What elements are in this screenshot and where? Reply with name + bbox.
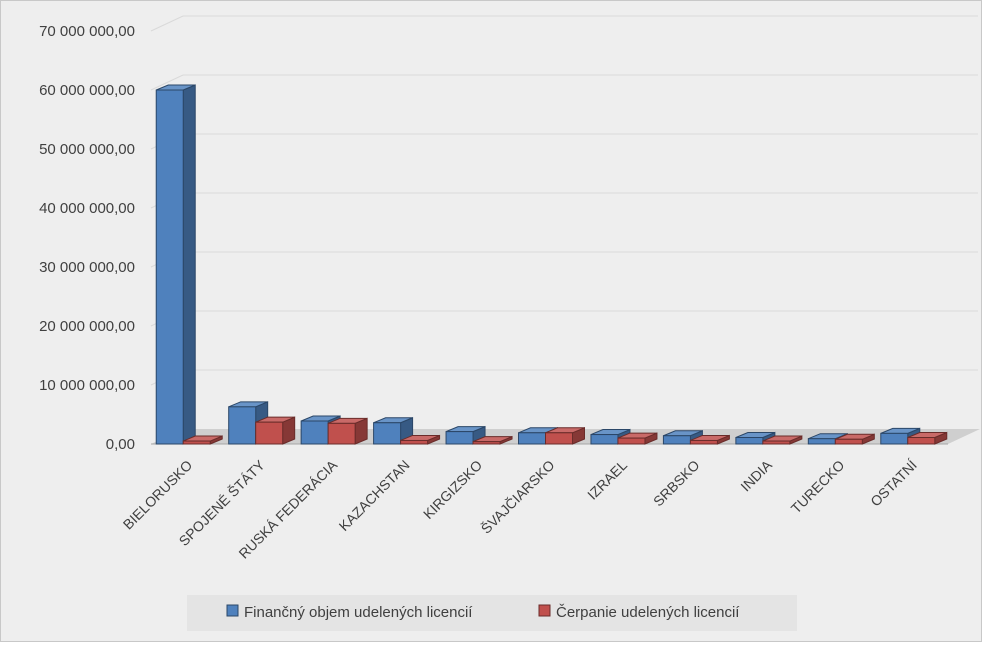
y-tick-label: 30 000 000,00 (39, 259, 135, 276)
gridline (150, 310, 978, 327)
bar-front (617, 437, 646, 445)
x-category-label: INDIA (737, 456, 775, 494)
bar-1-9 (834, 433, 875, 445)
legend-label-0: Finančný objem udelených licencií (244, 604, 473, 621)
gridline (150, 369, 978, 386)
bar-1-0 (182, 435, 223, 445)
x-category-label: ŠVAJČIARSKO (478, 457, 558, 537)
x-category-label: SRBSKO (650, 457, 703, 510)
x-category-label: KIRGIZSKO (420, 457, 485, 522)
bar-front (834, 438, 863, 445)
y-tick-label: 70 000 000,00 (39, 23, 135, 40)
bars (155, 84, 948, 445)
bar-front (735, 437, 764, 445)
y-axis-ticks: 0,00 10 000 000,00 20 000 000,00 30 000 000… (39, 23, 135, 453)
bar-front (880, 432, 909, 445)
bar-1-4 (472, 435, 513, 445)
x-category-label: KAZACHSTAN (336, 457, 413, 534)
x-category-label: BIELORUSKO (120, 457, 196, 533)
x-category-label: TURECKO (788, 457, 848, 517)
bar-front (182, 440, 211, 445)
legend-swatch-1 (538, 604, 551, 617)
bar-1-1 (255, 416, 296, 445)
bar-front (472, 441, 501, 445)
bar-front (662, 435, 691, 445)
bar-0-0 (155, 84, 196, 445)
y-tick-label: 40 000 000,00 (39, 200, 135, 217)
legend-swatch-0 (226, 604, 239, 617)
gridlines (150, 15, 978, 386)
legend: Finančný objem udelených licencií Čerpan… (187, 595, 797, 631)
legend-label-1: Čerpanie udelených licencií (556, 604, 740, 621)
bar-front (762, 440, 791, 445)
bar-front (807, 438, 836, 445)
x-category-label: OSTATNÍ (867, 457, 920, 510)
x-category-label: IZRAEL (584, 457, 630, 503)
bar-front (907, 437, 936, 445)
bar-1-6 (617, 432, 658, 445)
y-tick-label: 60 000 000,00 (39, 82, 135, 99)
legend-box (187, 595, 797, 631)
bar-front (518, 432, 546, 445)
y-tick-label: 50 000 000,00 (39, 141, 135, 158)
bar-front (590, 434, 619, 445)
bar-1-8 (762, 435, 803, 445)
y-tick-label: 0,00 (106, 436, 135, 453)
bar-1-10 (907, 431, 948, 445)
bar-side (182, 84, 196, 445)
bar-front (255, 421, 284, 445)
gridline (150, 192, 978, 209)
bar-front (545, 432, 573, 445)
bar-1-3 (400, 434, 441, 445)
bar-front (300, 420, 329, 445)
bar-0-3 (373, 417, 414, 445)
bar-front (228, 406, 257, 445)
gridline (150, 133, 978, 150)
bar-1-7 (689, 434, 730, 445)
y-tick-label: 10 000 000,00 (39, 377, 135, 394)
bar-front (400, 439, 429, 445)
bar-front (689, 439, 718, 445)
bar-0-2 (300, 415, 341, 445)
bar-1-5 (545, 427, 585, 445)
bar-front (155, 89, 184, 445)
gridline (150, 15, 978, 32)
bar-front (327, 422, 356, 445)
gridline (150, 251, 978, 268)
bar-front (445, 431, 474, 445)
bar-front (373, 422, 402, 445)
bar-1-2 (327, 417, 368, 445)
gridline (150, 74, 978, 91)
y-tick-label: 20 000 000,00 (39, 318, 135, 335)
